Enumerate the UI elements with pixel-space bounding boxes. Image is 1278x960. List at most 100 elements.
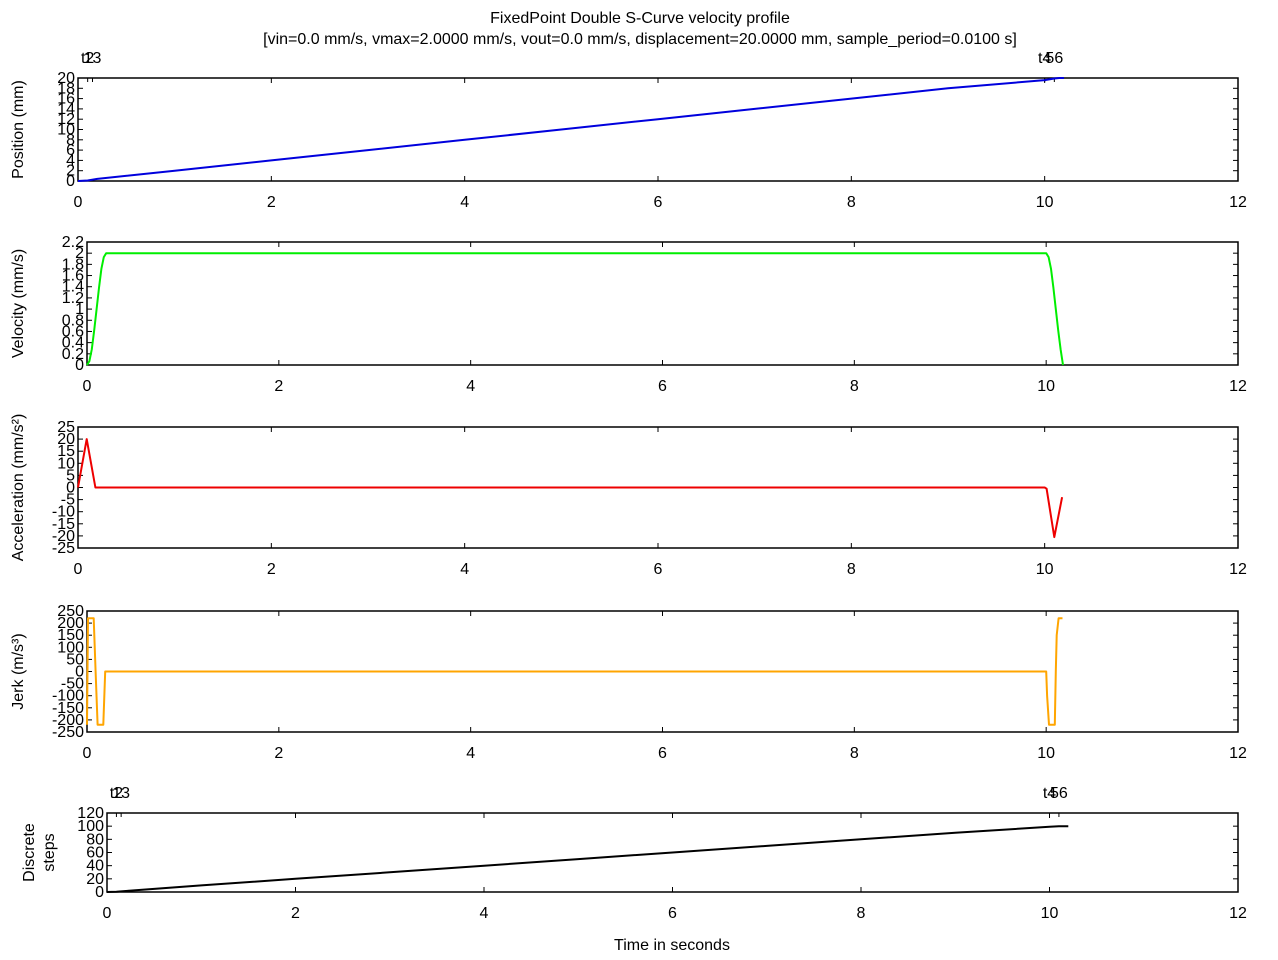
y-tick-label: 1.2 [62,290,84,307]
y-tick-label: 0 [75,664,84,681]
y-tick-label: -150 [52,700,84,717]
x-tick-label: 0 [83,378,92,395]
x-tick-label: 8 [850,378,859,395]
x-tick-label: 2 [267,194,276,211]
x-tick-label: 4 [460,561,469,578]
x-tick-label: 6 [654,561,663,578]
y-tick-label: 16 [57,91,75,108]
y-tick-label: 4 [66,152,75,169]
y-tick-label: -50 [61,676,84,693]
top-marker-label: t2 [81,50,94,67]
y-axis-label: Position (mm) [10,80,27,179]
top-marker-label: t4 [1038,50,1051,67]
x-tick-label: 0 [74,194,83,211]
position-series-line [77,77,1064,182]
top-marker-label: 56 [1050,785,1068,802]
y-tick-label: 12 [57,111,75,128]
y-tick-label: 14 [57,101,75,118]
acceleration-series-line [77,438,1064,539]
y-tick-label: 15 [57,443,75,460]
x-tick-label: 2 [291,905,300,922]
x-tick-label: 6 [668,905,677,922]
y-tick-label: 1.6 [62,268,84,285]
x-tick-label: 10 [1037,745,1055,762]
x-tick-label: 12 [1229,745,1247,762]
y-tick-label: 20 [57,431,75,448]
discrete_steps-series-line [106,825,1069,893]
x-tick-label: 6 [654,194,663,211]
y-axis-label-line1: Discrete [21,823,38,882]
jerk-panel: 0 2 4 6 8 10 12-250-200-150-100-50050100150200… [10,603,1247,762]
y-tick-label: -10 [52,504,75,521]
x-tick-label: 10 [1036,561,1054,578]
x-tick-label: 12 [1229,194,1247,211]
velocity-series-line [86,252,1064,366]
x-tick-label: 12 [1229,905,1247,922]
y-tick-label: -200 [52,712,84,729]
x-tick-label: 12 [1229,378,1247,395]
y-tick-label: 80 [86,831,104,848]
x-tick-label: 0 [83,745,92,762]
y-tick-label: 250 [57,603,84,620]
x-tick-label: 8 [850,745,859,762]
y-tick-label: 100 [77,818,104,835]
y-axis-label: Velocity (mm/s) [10,249,27,358]
y-tick-label: -250 [52,724,84,741]
x-tick-label: 4 [480,905,489,922]
y-tick-label: 0.4 [62,335,84,352]
x-tick-label: 12 [1229,561,1247,578]
y-tick-label: 60 [86,845,104,862]
y-tick-label: 0 [66,480,75,497]
y-tick-label: 0.6 [62,323,84,340]
x-tick-label: 4 [460,194,469,211]
top-marker-label: 56 [1045,50,1063,67]
y-tick-label: 2 [66,163,75,180]
y-axis-label: Jerk (m/s³) [10,633,27,709]
y-tick-label: 20 [86,871,104,888]
x-tick-label: 10 [1036,194,1054,211]
y-tick-label: 5 [66,467,75,484]
y-tick-label: 1 [75,301,84,318]
figure-title-line2: [vin=0.0 mm/s, vmax=2.0000 mm/s, vout=0.… [263,31,1017,48]
y-tick-label: 18 [57,80,75,97]
y-tick-label: 120 [77,805,104,822]
top-marker-label: 13 [84,50,102,67]
x-tick-label: 0 [103,905,112,922]
x-tick-label: 10 [1037,378,1055,395]
plot-frame [86,241,1239,366]
y-tick-label: 40 [86,858,104,875]
y-tick-label: -20 [52,528,75,545]
acceleration-panel: 0 2 4 6 8 10 12-25-20-15-10-50510152025Acceler… [10,414,1247,578]
y-tick-label: 1.8 [62,256,84,273]
top-marker-label: 13 [112,785,130,802]
x-tick-label: 8 [847,194,856,211]
jerk-series-line [86,617,1063,726]
y-tick-label: 20 [57,70,75,87]
y-tick-label: 1.4 [62,279,84,296]
x-tick-label: 0 [74,561,83,578]
y-tick-label: 10 [57,455,75,472]
x-tick-label: 8 [847,561,856,578]
y-tick-label: 0.8 [62,312,84,329]
x-tick-label: 6 [658,745,667,762]
y-tick-label: 6 [66,142,75,159]
x-tick-label: 2 [274,745,283,762]
y-tick-label: 8 [66,132,75,149]
x-tick-label: 8 [857,905,866,922]
x-tick-label: 4 [466,378,475,395]
figure-title-line1: FixedPoint Double S-Curve velocity profi… [490,10,790,27]
y-tick-label: 50 [66,651,84,668]
y-tick-label: 0 [66,173,75,190]
y-tick-label: -15 [52,516,75,533]
y-tick-label: 0.2 [62,346,84,363]
velocity-panel: 0 2 4 6 8 10 1200.20.40.60.811.21.41.61.822.2V… [10,234,1247,395]
y-tick-label: 25 [57,419,75,436]
x-tick-label: 4 [466,745,475,762]
y-tick-label: 2.2 [62,234,84,251]
top-marker-label: t2 [110,785,123,802]
plot-frame [77,77,1239,182]
y-tick-label: 2 [75,245,84,262]
